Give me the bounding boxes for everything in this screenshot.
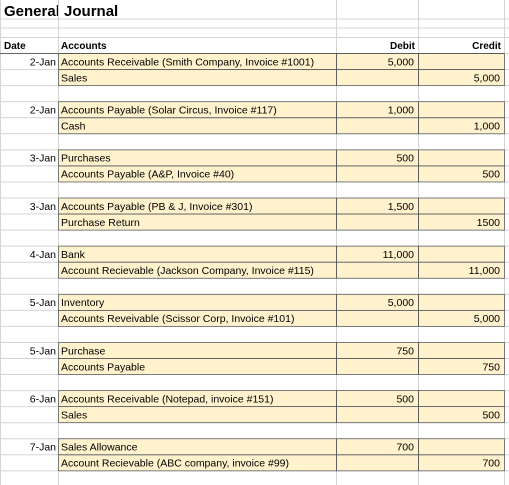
highlighted-cells (58, 117, 504, 134)
debit-amount: 5,000 (388, 56, 414, 68)
highlighted-cells (58, 310, 504, 327)
entry-date: 7-Jan (30, 442, 56, 454)
cell-border (418, 310, 505, 327)
credit-amount: 750 (482, 361, 500, 373)
cell-border (418, 69, 505, 86)
highlighted-cells (58, 53, 504, 70)
credit-amount: 500 (482, 409, 500, 421)
journal-title: General Journal (4, 3, 118, 20)
cell-border (418, 165, 505, 183)
account-name: Accounts Reveivable (Scissor Corp, Invoi… (61, 313, 294, 325)
account-name: Accounts Payable (Solar Circus, Invoice … (61, 105, 277, 117)
credit-amount: 11,000 (469, 265, 500, 277)
debit-amount: 11,000 (383, 249, 414, 261)
account-name: Account Recievable (Jackson Company, Inv… (61, 265, 314, 277)
entry-date: 2-Jan (30, 56, 56, 68)
highlighted-cells (58, 358, 504, 375)
account-name: Accounts Receivable (Notepad, invoice #1… (61, 393, 273, 405)
header-debit: Debit (390, 41, 416, 52)
cell-border (418, 454, 505, 472)
cell-border (418, 406, 505, 424)
account-name: Bank (61, 249, 86, 261)
credit-amount: 1,000 (474, 121, 500, 133)
entry-date: 4-Jan (30, 249, 56, 261)
credit-amount: 5,000 (474, 313, 500, 325)
cell-border (418, 358, 505, 375)
highlighted-cells (58, 165, 504, 182)
debit-amount: 1,000 (388, 105, 414, 117)
debit-amount: 500 (396, 153, 414, 165)
entry-date: 6-Jan (30, 393, 56, 405)
account-name: Accounts Payable (61, 361, 145, 373)
highlighted-cells (58, 262, 504, 279)
cell-border (418, 261, 505, 279)
credit-amount: 1500 (477, 217, 501, 229)
header-accounts: Accounts (61, 41, 107, 52)
credit-amount: 5,000 (474, 72, 500, 84)
account-name: Accounts Payable (PB & J, Invoice #301) (61, 201, 252, 213)
highlighted-cells (58, 454, 504, 471)
highlighted-cells (58, 294, 504, 311)
header-credit: Credit (472, 41, 502, 52)
highlighted-cells (58, 198, 504, 215)
highlighted-cells (58, 101, 504, 118)
debit-amount: 5,000 (388, 297, 414, 309)
account-name: Cash (61, 121, 86, 133)
debit-amount: 500 (396, 393, 414, 405)
cell-border (418, 117, 505, 135)
debit-amount: 700 (396, 442, 414, 454)
account-name: Purchase (61, 345, 106, 357)
debit-amount: 1,500 (388, 201, 414, 213)
highlighted-cells (58, 214, 504, 231)
debit-amount: 750 (396, 345, 414, 357)
cell-border (418, 213, 505, 231)
account-name: Accounts Receivable (Smith Company, Invo… (61, 56, 314, 68)
account-name: Accounts Payable (A&P, Invoice #40) (61, 169, 234, 181)
account-name: Inventory (61, 297, 105, 309)
account-name: Account Recievable (ABC company, invoice… (61, 458, 289, 470)
entry-date: 3-Jan (30, 153, 56, 165)
highlighted-cells (58, 342, 504, 359)
account-name: Sales Allowance (61, 442, 138, 454)
account-name: Purchases (61, 153, 111, 165)
credit-amount: 500 (482, 169, 500, 181)
entry-date: 2-Jan (30, 105, 56, 117)
account-name: Purchase Return (61, 217, 140, 229)
account-name: Sales (61, 72, 87, 84)
header-date: Date (4, 41, 26, 52)
account-name: Sales (61, 409, 87, 421)
highlighted-cells (58, 246, 504, 263)
highlighted-cells (58, 149, 504, 166)
entry-date: 3-Jan (30, 201, 56, 213)
highlighted-cells (58, 438, 504, 455)
entry-date: 5-Jan (30, 345, 56, 357)
credit-amount: 700 (482, 458, 500, 470)
highlighted-cells (58, 406, 504, 423)
highlighted-cells (58, 390, 504, 407)
entry-date: 5-Jan (30, 297, 56, 309)
highlighted-cells (58, 69, 504, 86)
